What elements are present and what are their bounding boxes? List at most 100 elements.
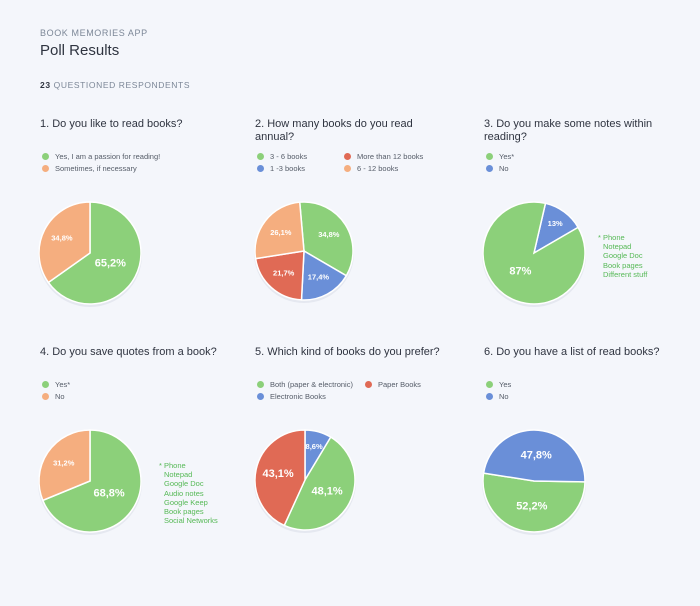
legend-item: No: [486, 164, 686, 173]
legend-dot: [344, 153, 351, 160]
poll-panel-6: 6. Do you have a list of read books? Yes…: [484, 346, 694, 576]
pie-slice-label: 21,7%: [273, 269, 295, 278]
pie-chart-6: 52,2% 47,8%: [482, 429, 586, 535]
legend-dot: [364, 381, 372, 388]
legend-label: Yes, I am a passion for reading!: [55, 152, 161, 161]
pie-slice-label: 8,6%: [306, 442, 323, 451]
question-title: 6. Do you have a list of read books?: [484, 346, 660, 358]
question-title: 1. Do you like to read books?: [40, 118, 183, 130]
pie-slice-yes-i-am-a-passion-for-reading: [47, 201, 142, 305]
legend-label: No: [499, 392, 509, 401]
legend-label: Sometimes, if necessary: [55, 164, 137, 173]
pie-slice-label: 43,1%: [263, 468, 294, 480]
legend-label: More than 12 books: [357, 152, 424, 161]
legend-label: 3 - 6 books: [270, 152, 308, 161]
pie-slice-no: [38, 429, 91, 502]
legend-dot: [257, 393, 264, 400]
legend-dot: [257, 381, 264, 388]
legend-label: Both (paper & electronic): [270, 380, 353, 389]
question-title: 4. Do you save quotes from a book?: [40, 346, 217, 358]
legend-label: Yes*: [499, 152, 515, 161]
legend-dot: [42, 165, 49, 172]
legend-item: No: [42, 392, 242, 401]
footnote-line: Book pages: [164, 507, 204, 517]
pie-slice-label: 26,1%: [270, 228, 292, 237]
legend-label: 1 -3 books: [270, 164, 306, 173]
legend-dot: [42, 153, 49, 160]
legend-item: Yes*: [486, 152, 686, 161]
footnote-line: Notepad: [164, 470, 193, 480]
footnote-line: Notepad: [603, 242, 632, 252]
footnote-line: * Phone: [159, 461, 186, 470]
quotes-footnote: * Phone Notepad Google Doc Audio notes G…: [159, 461, 218, 525]
pie-slice-label: 34,8%: [51, 233, 73, 242]
pie-slice-label: 34,8%: [318, 230, 340, 239]
notes-footnote: * Phone Notepad Google Doc Book pages Di…: [598, 233, 647, 279]
legend-label: 6 - 12 books: [357, 164, 399, 173]
legend-dot: [486, 153, 493, 160]
legend-label: Yes*: [55, 380, 71, 389]
legend-label: Paper Books: [377, 380, 421, 389]
legend-item: Yes, I am a passion for reading!: [42, 152, 242, 161]
legend: Both (paper & electronic) Paper Books El…: [257, 380, 457, 401]
pie-chart-2: 34,8% 17,4% 21,7% 26,1%: [254, 201, 354, 303]
page-title: Poll Results: [40, 42, 120, 59]
footnote-line: Social Networks: [164, 516, 218, 526]
legend-label: No: [55, 392, 65, 401]
pie-chart-1: 65,2% 34,8%: [38, 201, 142, 307]
legend-label: Electronic Books: [270, 392, 326, 401]
legend-item: Yes: [486, 380, 686, 389]
legend-dot: [257, 165, 264, 172]
pie-slice-label: 47,8%: [521, 450, 552, 462]
legend-item: Electronic Books: [257, 392, 326, 401]
poll-panel-5: 5. Which kind of books do you prefer? Bo…: [255, 346, 465, 576]
poll-panel-3: 3. Do you make some notes within reading…: [484, 118, 694, 348]
question-title: 2. How many books do you read annual?: [255, 118, 413, 143]
legend-dot: [486, 393, 493, 400]
respondents-label: QUESTIONED RESPONDENTS: [53, 80, 191, 90]
legend-dot: [257, 153, 264, 160]
question-title: 3. Do you make some notes within reading…: [484, 118, 653, 143]
pie-slice-6-12-books: [254, 201, 305, 260]
legend-item: Sometimes, if necessary: [42, 164, 242, 173]
legend-item: 3 - 6 books: [257, 152, 344, 161]
respondents-count: 23: [40, 80, 51, 90]
pie-slice-yes: [41, 429, 142, 533]
pie-slice-label: 52,2%: [516, 500, 547, 512]
legend-item: No: [486, 392, 686, 401]
legend-item: More than 12 books: [344, 152, 423, 161]
footnote-line: * Phone: [598, 233, 625, 242]
legend-item: 1 -3 books: [257, 164, 344, 173]
legend-dot: [486, 381, 493, 388]
pie-slice-yes: [482, 201, 586, 305]
pie-slice-label: 31,2%: [53, 458, 75, 467]
pie-chart-3: 13% 87%: [482, 201, 586, 307]
legend-label: No: [499, 164, 509, 173]
legend-item: Both (paper & electronic): [257, 380, 353, 389]
pie-chart-4: 68,8% 31,2%: [38, 429, 142, 535]
legend-item: 6 - 12 books: [344, 164, 398, 173]
pie-chart-5: 8,6% 48,1% 43,1%: [254, 429, 356, 533]
legend-dot: [486, 165, 493, 172]
pie-slice-label: 17,4%: [308, 273, 330, 282]
legend-item: Paper Books: [364, 380, 421, 389]
footnote-line: Google Keep: [164, 497, 208, 507]
legend: Yes No: [486, 380, 686, 401]
footnote-line: Google Doc: [603, 251, 643, 261]
legend: Yes, I am a passion for reading! Sometim…: [42, 152, 242, 173]
pie-slice-paper-books: [254, 429, 306, 527]
legend-label: Yes: [499, 380, 512, 389]
poll-panel-2: 2. How many books do you read annual? 3 …: [255, 118, 465, 348]
legend-item: Yes*: [42, 380, 242, 389]
legend: Yes* No: [486, 152, 686, 173]
pie-slice-3-6-books: [298, 201, 354, 277]
legend: 3 - 6 books More than 12 books 1 -3 book…: [257, 152, 457, 173]
pie-slice-label: 87%: [509, 265, 531, 277]
poll-panel-1: 1. Do you like to read books? Yes, I am …: [40, 118, 250, 348]
pie-slice-label: 13%: [548, 219, 563, 228]
question-title: 5. Which kind of books do you prefer?: [255, 346, 440, 358]
footnote-line: Google Doc: [164, 479, 204, 489]
legend-dot: [42, 381, 49, 388]
legend-dot: [344, 165, 351, 172]
pie-slice-more-than-12-books: [254, 250, 305, 301]
